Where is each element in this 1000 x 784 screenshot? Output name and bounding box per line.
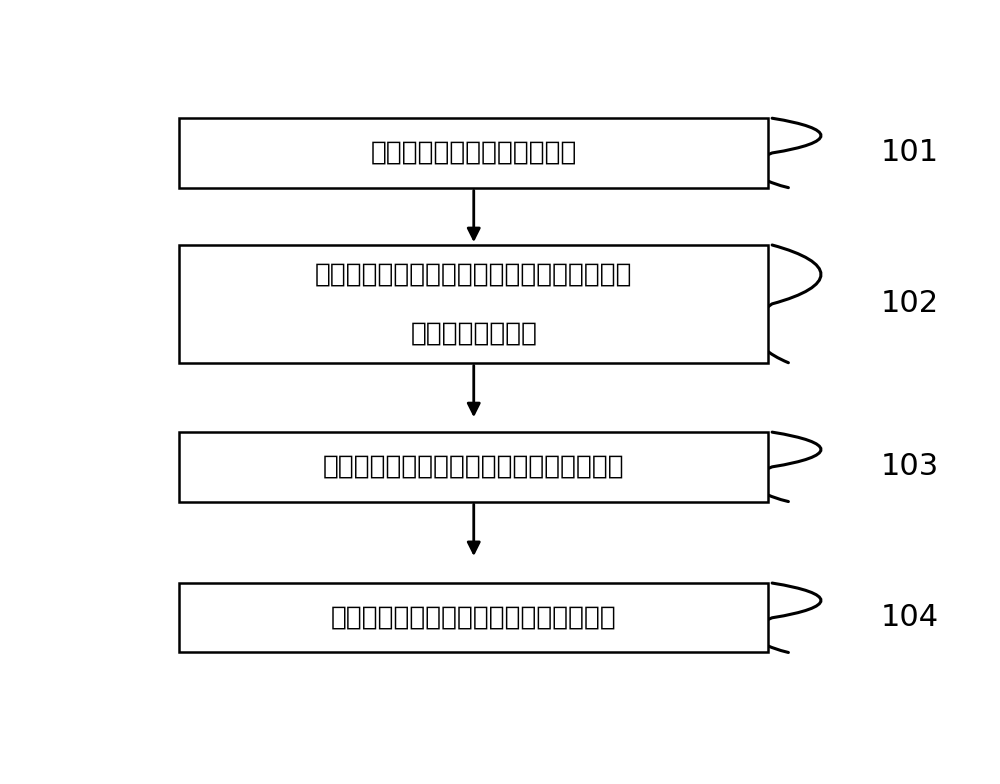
FancyBboxPatch shape xyxy=(179,118,768,187)
Text: 根据定位信息和作业地点信息控制工程机械行: 根据定位信息和作业地点信息控制工程机械行 xyxy=(315,261,633,288)
Text: 进至目标作业地点: 进至目标作业地点 xyxy=(410,321,537,347)
FancyBboxPatch shape xyxy=(179,432,768,502)
Text: 确定与第一作业任务相关联的第一作业数据: 确定与第一作业任务相关联的第一作业数据 xyxy=(323,454,625,480)
Text: 104: 104 xyxy=(881,603,939,632)
Text: 接收作业地点信息和定位信息: 接收作业地点信息和定位信息 xyxy=(371,140,577,166)
FancyBboxPatch shape xyxy=(179,245,768,363)
Text: 根据第一作业数据控制工程机械进行作业: 根据第一作业数据控制工程机械进行作业 xyxy=(331,604,617,631)
Text: 103: 103 xyxy=(881,452,939,481)
FancyBboxPatch shape xyxy=(179,583,768,652)
Text: 102: 102 xyxy=(881,289,939,318)
Text: 101: 101 xyxy=(881,139,939,168)
